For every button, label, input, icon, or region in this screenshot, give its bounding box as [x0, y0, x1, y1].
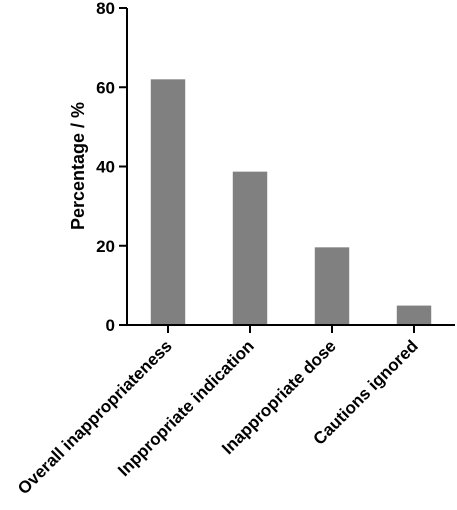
bar	[396, 305, 432, 325]
y-tick-label: 60	[96, 78, 115, 97]
x-tick-label: Overall inappropriateness	[14, 336, 176, 498]
y-tick-label: 40	[96, 158, 115, 177]
y-tick-label: 0	[106, 316, 115, 335]
y-axis: 0 20 40 60 80	[96, 0, 128, 335]
bar	[232, 171, 268, 325]
x-tick-label: Inppropriate indication	[114, 336, 258, 480]
bar	[314, 247, 350, 325]
y-axis-title: Percentage / %	[68, 102, 88, 230]
bar	[150, 79, 186, 325]
bars	[150, 79, 432, 325]
y-tick-label: 20	[96, 237, 115, 256]
y-tick-label: 80	[96, 0, 115, 18]
